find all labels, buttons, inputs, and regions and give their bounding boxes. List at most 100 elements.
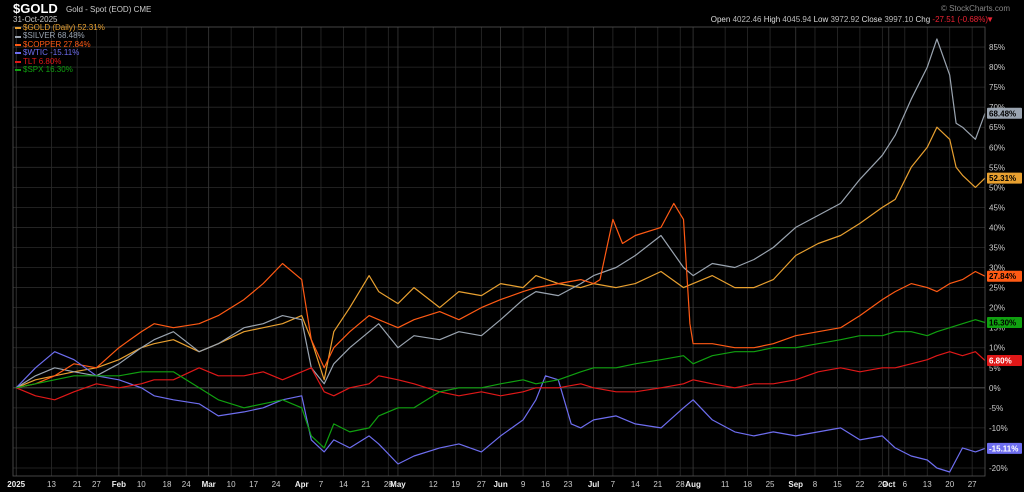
x-tick-label: 21 xyxy=(653,480,662,489)
y-tick-label: 60% xyxy=(989,143,1005,152)
close-label: Close xyxy=(861,15,883,24)
x-tick-label: 28 xyxy=(384,480,393,489)
last-value-label-gold: 52.31% xyxy=(989,174,1016,183)
close-value: 3997.10 xyxy=(884,15,914,24)
series-lines xyxy=(15,38,986,473)
x-tick-label: Mar xyxy=(202,480,216,489)
x-tick-label: Aug xyxy=(685,480,701,489)
x-tick-label: 12 xyxy=(429,480,438,489)
chart-date: 31-Oct-2025 xyxy=(13,15,58,24)
series-line-spx xyxy=(16,319,986,449)
x-tick-label: 20 xyxy=(945,480,954,489)
x-tick-label: 25 xyxy=(766,480,775,489)
x-tick-label: 27 xyxy=(968,480,977,489)
x-tick-label: Jul xyxy=(588,480,600,489)
x-tick-label: Jun xyxy=(493,480,507,489)
x-tick-label: 10 xyxy=(227,480,236,489)
y-tick-label: 70% xyxy=(989,103,1005,112)
x-tick-label: 16 xyxy=(541,480,550,489)
legend-label: $WTIC -15.11% xyxy=(23,48,80,58)
x-tick-label: 24 xyxy=(272,480,281,489)
x-tick-label: 19 xyxy=(451,480,460,489)
x-tick-label: 18 xyxy=(163,480,172,489)
x-tick-label: 8 xyxy=(813,480,818,489)
x-tick-label: 21 xyxy=(361,480,370,489)
chg-value: -27.51 (-0.68%) xyxy=(932,15,988,24)
last-value-tag-gold xyxy=(987,172,1022,184)
grid-layer xyxy=(13,27,985,476)
x-tick-label: 14 xyxy=(631,480,640,489)
x-tick-label: 23 xyxy=(564,480,573,489)
legend-item-silver: $SILVER 68.48% xyxy=(15,31,105,41)
x-tick-label: Apr xyxy=(295,480,309,489)
last-value-tags: 52.31% 68.48% 27.84% -15.11% 6.80% 16.30% xyxy=(987,107,1022,454)
y-tick-label: 75% xyxy=(989,83,1005,92)
y-tick-label: 10% xyxy=(989,344,1005,353)
x-tick-label: 29 xyxy=(878,480,887,489)
series-line-silver xyxy=(15,38,986,389)
y-tick-label: -5% xyxy=(989,404,1003,413)
high-label: High xyxy=(763,15,781,24)
y-tick-label: 25% xyxy=(989,284,1005,293)
x-tick-label: 2025 xyxy=(7,480,25,489)
y-tick-label: 0% xyxy=(989,384,1001,393)
last-value-tag-tlt xyxy=(987,355,1022,367)
legend-label: $COPPER 27.84% xyxy=(23,39,91,49)
legend: $GOLD (Daily) 52.31% $SILVER 68.48% $COPPE… xyxy=(15,23,105,75)
x-tick-label: 13 xyxy=(923,480,932,489)
y-tick-label: 5% xyxy=(989,364,1001,373)
x-tick-label: 11 xyxy=(721,480,730,489)
symbol-description: Gold - Spot (EOD) CME xyxy=(66,5,152,14)
x-tick-label: 17 xyxy=(249,480,258,489)
y-tick-label: 35% xyxy=(989,243,1005,252)
x-tick-label: 28 xyxy=(676,480,685,489)
y-tick-label: 80% xyxy=(989,63,1005,72)
y-axis: -20%-15%-10%-5%0%5%10%15%20%25%30%35%40%… xyxy=(989,43,1008,473)
legend-item-wtic: $WTIC -15.11% xyxy=(15,48,105,58)
last-value-tag-silver xyxy=(987,107,1022,119)
legend-item-copper: $COPPER 27.84% xyxy=(15,39,105,49)
legend-item-gold: $GOLD (Daily) 52.31% xyxy=(15,23,105,32)
series-line-tlt xyxy=(15,351,986,401)
legend-label: $SILVER 68.48% xyxy=(23,31,85,41)
low-value: 3972.92 xyxy=(830,15,860,24)
y-tick-label: -10% xyxy=(989,424,1008,433)
x-tick-label: 10 xyxy=(137,480,146,489)
y-tick-label: 55% xyxy=(989,163,1005,172)
ohlc-readout: Open 4022.46 High 4045.94 Low 3972.92 Cl… xyxy=(711,15,988,24)
x-tick-label: 27 xyxy=(477,480,486,489)
brand-watermark: © StockCharts.com xyxy=(940,4,1010,13)
x-tick-label: 18 xyxy=(743,480,752,489)
y-tick-label: 45% xyxy=(989,203,1005,212)
last-value-tag-copper xyxy=(987,270,1022,282)
x-tick-label: Sep xyxy=(788,480,803,489)
legend-label: $GOLD (Daily) 52.31% xyxy=(23,23,105,32)
y-tick-label: 20% xyxy=(989,304,1005,313)
low-label: Low xyxy=(813,15,829,24)
x-tick-label: 21 xyxy=(73,480,82,489)
chg-label: Chg xyxy=(915,15,931,24)
legend-label: $SPX 16.30% xyxy=(23,65,73,75)
x-tick-label: 9 xyxy=(521,480,526,489)
chg-down-icon: ▼ xyxy=(986,15,994,24)
plot-background xyxy=(13,27,985,476)
x-tick-label: 27 xyxy=(92,480,101,489)
legend-swatch xyxy=(15,44,21,47)
legend-label: TLT 6.80% xyxy=(23,56,62,66)
last-value-label-silver: 68.48% xyxy=(989,109,1016,118)
y-tick-label: 85% xyxy=(989,43,1005,52)
x-tick-label: 6 xyxy=(903,480,908,489)
x-tick-label: 7 xyxy=(319,480,324,489)
legend-swatch xyxy=(15,27,21,30)
legend-item-spx: $SPX 16.30% xyxy=(15,65,105,75)
y-tick-label: 65% xyxy=(989,123,1005,132)
last-value-label-tlt: 6.80% xyxy=(989,357,1012,366)
y-tick-label: 50% xyxy=(989,183,1005,192)
series-line-copper xyxy=(16,202,986,389)
last-value-tag-wtic xyxy=(987,442,1022,454)
y-tick-label: 15% xyxy=(989,324,1005,333)
x-tick-label: 14 xyxy=(339,480,348,489)
open-label: Open xyxy=(710,15,731,24)
legend-swatch xyxy=(15,60,21,63)
y-tick-label: 40% xyxy=(989,223,1005,232)
